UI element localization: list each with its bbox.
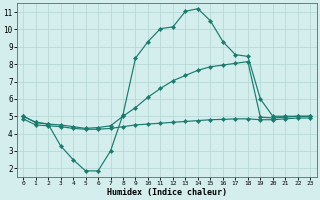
- X-axis label: Humidex (Indice chaleur): Humidex (Indice chaleur): [107, 188, 227, 197]
